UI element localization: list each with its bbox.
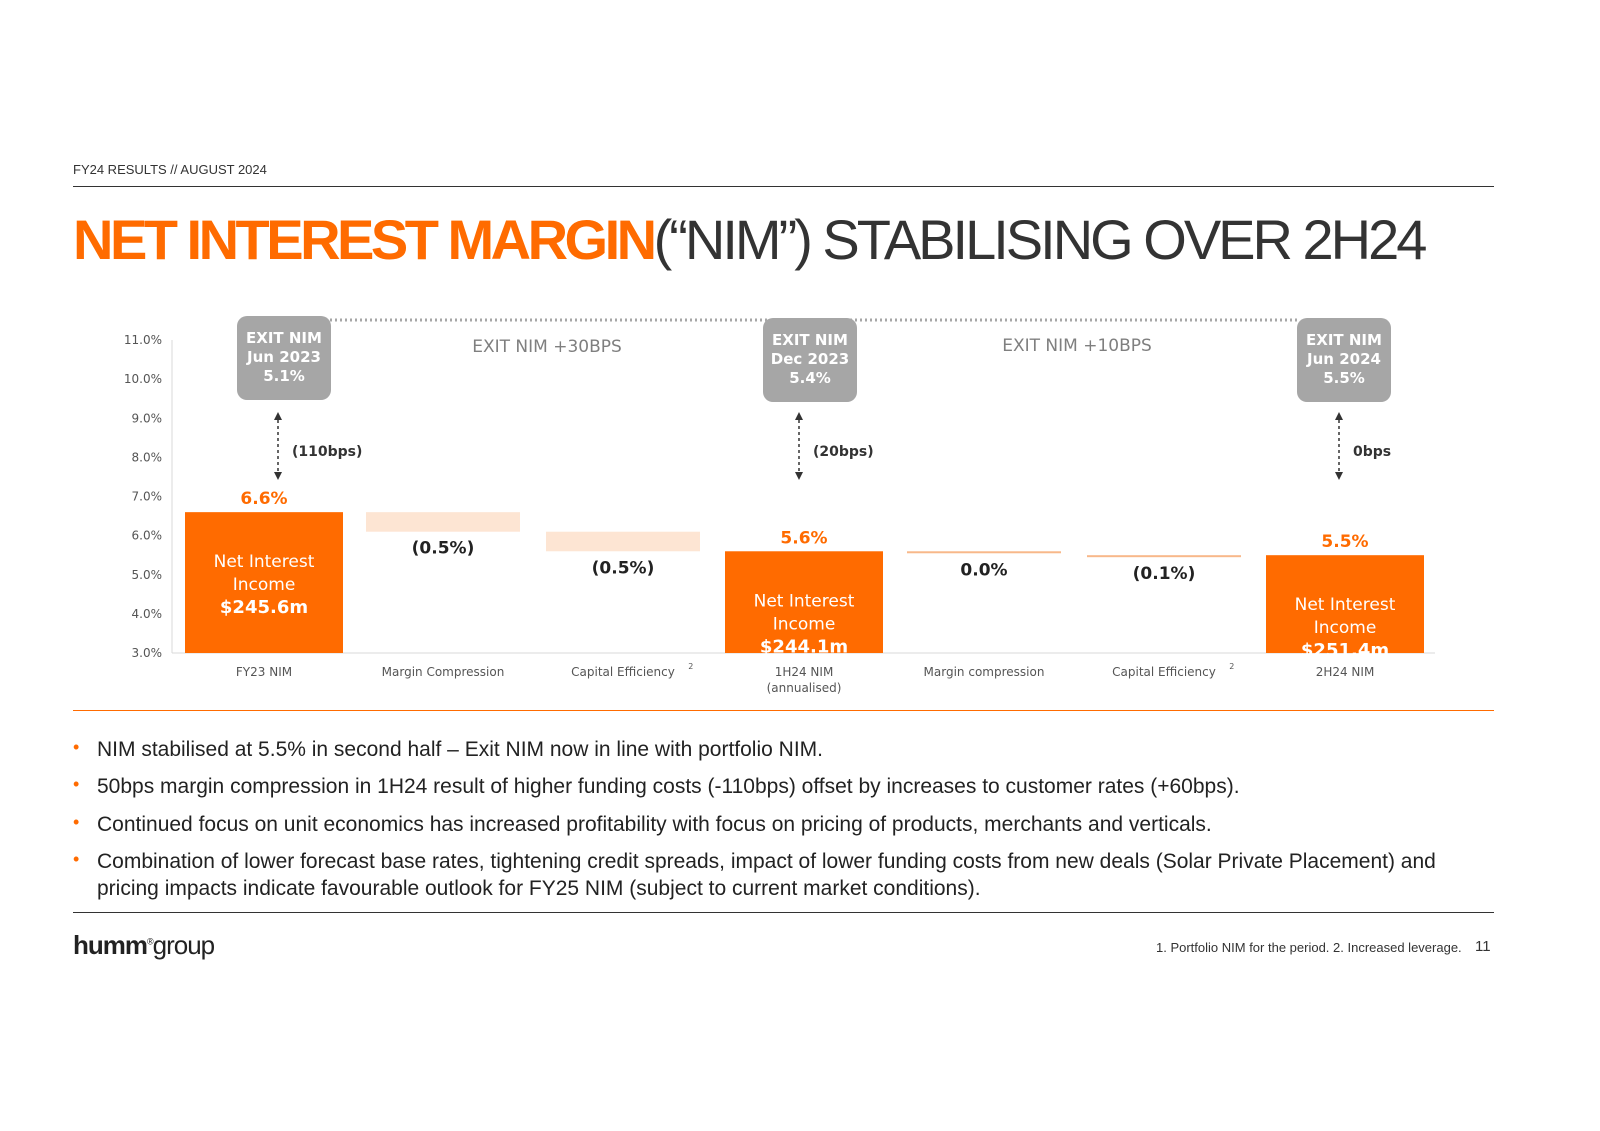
exit-nim-box-value: 5.5% xyxy=(1323,369,1365,387)
bullet-item: • NIM stabilised at 5.5% in second half –… xyxy=(73,736,1493,763)
logo-rest: group xyxy=(152,930,215,960)
exit-nim-box xyxy=(763,318,857,402)
title-highlight: NET INTEREST MARGIN xyxy=(73,208,657,271)
exit-gap-label: 0bps xyxy=(1353,444,1391,460)
humm-group-logo: humm®group xyxy=(73,930,215,961)
page-title: NET INTEREST MARGIN(“NIM”) STABILISING O… xyxy=(73,212,1427,268)
footnote: 1. Portfolio NIM for the period. 2. Incr… xyxy=(1156,940,1462,955)
footer-rule xyxy=(73,912,1494,913)
exit-nim-box-title: EXIT NIM xyxy=(772,331,848,349)
bar-delta xyxy=(907,551,1061,554)
header-text: FY24 RESULTS // AUGUST 2024 xyxy=(73,162,267,177)
y-tick-label: 11.0% xyxy=(124,333,162,347)
bar-value-label: 6.6% xyxy=(240,489,287,509)
bar-delta-label: 0.0% xyxy=(960,560,1007,580)
exit-nim-box-value: 5.1% xyxy=(263,367,305,385)
bullet-item: • 50bps margin compression in 1H24 result… xyxy=(73,773,1493,800)
bar-total xyxy=(185,512,343,653)
x-category-label: 2H24 NIM xyxy=(1316,665,1375,679)
exit-nim-box-date: Jun 2024 xyxy=(1306,350,1381,368)
x-category-label: Capital Efficiency xyxy=(571,665,675,679)
bar-delta xyxy=(366,512,520,532)
x-category-superscript: 2 xyxy=(1229,662,1234,671)
exit-nim-box-value: 5.4% xyxy=(789,369,831,387)
y-tick-label: 10.0% xyxy=(124,372,162,386)
x-category-superscript: 2 xyxy=(688,662,693,671)
bar-inner-label: Net Interest xyxy=(754,591,855,611)
chart-separator xyxy=(73,710,1494,711)
arrow-down-icon xyxy=(274,472,282,480)
logo-reg-mark: ® xyxy=(147,936,154,947)
bullet-marker: • xyxy=(73,811,80,832)
bullet-item: • Continued focus on unit economics has i… xyxy=(73,811,1493,838)
bar-inner-label: Income xyxy=(1314,618,1377,638)
x-category-label: Margin compression xyxy=(924,665,1045,679)
bullet-item: • Combination of lower forecast base rate… xyxy=(73,848,1493,903)
bullet-marker: • xyxy=(73,848,80,869)
exit-change-label: EXIT NIM +30BPS xyxy=(472,337,622,357)
logo-bold: humm xyxy=(73,930,148,960)
exit-gap-label: (110bps) xyxy=(292,444,362,460)
page-number: 11 xyxy=(1475,938,1491,955)
bullet-text: NIM stabilised at 5.5% in second half – … xyxy=(97,738,823,761)
bullet-text: Combination of lower forecast base rates… xyxy=(97,849,1436,901)
exit-nim-box-date: Jun 2023 xyxy=(246,348,321,366)
arrow-up-icon xyxy=(795,412,803,420)
bar-delta xyxy=(546,531,700,552)
header-rule xyxy=(73,186,1494,187)
exit-nim-box xyxy=(237,316,331,400)
exit-nim-box xyxy=(1297,318,1391,402)
x-category-label: Margin Compression xyxy=(382,665,505,679)
x-category-sublabel: (annualised) xyxy=(767,681,842,695)
bar-delta-label: (0.1%) xyxy=(1133,564,1196,584)
bullet-text: Continued focus on unit economics has in… xyxy=(97,812,1212,836)
arrow-up-icon xyxy=(1335,412,1343,420)
bar-inner-label: Net Interest xyxy=(214,552,315,572)
y-tick-label: 8.0% xyxy=(132,450,163,464)
exit-nim-box-date: Dec 2023 xyxy=(771,350,850,368)
arrow-down-icon xyxy=(1335,472,1343,480)
y-tick-label: 9.0% xyxy=(132,411,163,425)
arrow-up-icon xyxy=(274,412,282,420)
bar-total xyxy=(725,551,883,653)
arrow-down-icon xyxy=(795,472,803,480)
bar-total xyxy=(1266,555,1424,653)
bar-inner-amount: $244.1m xyxy=(760,636,848,657)
bar-inner-amount: $251.4m xyxy=(1301,640,1389,661)
bar-inner-amount: $245.6m xyxy=(220,597,308,618)
y-tick-label: 5.0% xyxy=(132,568,163,582)
y-tick-label: 4.0% xyxy=(132,607,163,621)
bar-value-label: 5.6% xyxy=(780,528,827,548)
bullet-text: 50bps margin compression in 1H24 result … xyxy=(97,775,1240,799)
y-tick-label: 6.0% xyxy=(132,529,163,543)
bar-delta-label: (0.5%) xyxy=(592,558,655,578)
nim-waterfall-chart: 11.0% 10.0% 9.0% 8.0% 7.0% 6.0% 5.0% 4.0% 3.0% EX… xyxy=(124,316,1435,695)
exit-gap-label: (20bps) xyxy=(813,444,874,460)
bar-value-label: 5.5% xyxy=(1321,532,1368,552)
bullet-marker: • xyxy=(73,737,80,757)
exit-nim-box-title: EXIT NIM xyxy=(1306,331,1382,349)
exit-change-label: EXIT NIM +10BPS xyxy=(1002,336,1152,356)
title-rest: (“NIM”) STABILISING OVER 2H24 xyxy=(653,208,1428,271)
bar-inner-label: Income xyxy=(233,575,296,595)
bar-delta xyxy=(1087,555,1241,558)
y-tick-label: 7.0% xyxy=(132,490,163,504)
x-category-label: FY23 NIM xyxy=(236,665,292,679)
bar-inner-label: Income xyxy=(773,614,836,634)
x-category-label: Capital Efficiency xyxy=(1112,665,1216,679)
bullet-list: • NIM stabilised at 5.5% in second half –… xyxy=(73,736,1493,912)
y-tick-label: 3.0% xyxy=(132,646,163,660)
bar-delta-label: (0.5%) xyxy=(412,539,475,559)
bar-inner-label: Net Interest xyxy=(1295,595,1396,615)
x-category-label: 1H24 NIM xyxy=(775,665,834,679)
exit-nim-box-title: EXIT NIM xyxy=(246,329,322,347)
bullet-marker: • xyxy=(73,774,80,795)
